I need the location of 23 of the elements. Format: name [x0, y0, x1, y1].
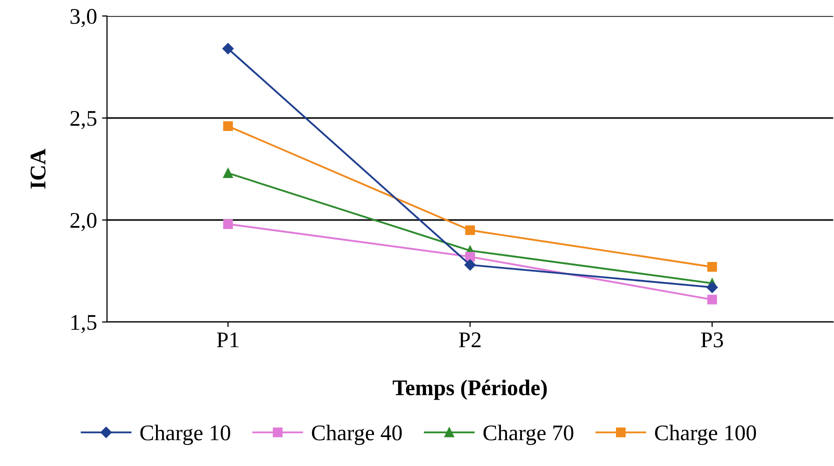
y-tick-label: 2,5 — [70, 110, 96, 130]
x-tick-label: P2 — [458, 332, 481, 348]
point — [464, 259, 476, 270]
point — [706, 282, 718, 293]
x-tick-label: P1 — [216, 332, 238, 348]
point — [707, 262, 717, 272]
point — [223, 219, 233, 229]
legend-label: Charge 40 — [312, 424, 402, 445]
y-axis-title: ICA — [30, 148, 46, 189]
legend-label: Charge 10 — [140, 424, 230, 445]
y-tick-label: 3,0 — [70, 8, 96, 28]
y-tick-label: 2,0 — [70, 212, 96, 232]
point — [707, 294, 717, 304]
point — [465, 252, 475, 262]
x-tick-label: P3 — [701, 332, 724, 348]
y-tick-label: 1,5 — [71, 315, 96, 334]
point — [222, 43, 234, 54]
point — [223, 168, 233, 178]
x-axis-title: Temps (Période) — [392, 380, 547, 400]
legend-label: Charge 70 — [484, 424, 574, 445]
point — [223, 121, 233, 132]
point — [465, 225, 475, 236]
legend-label: Charge 100 — [655, 424, 756, 445]
